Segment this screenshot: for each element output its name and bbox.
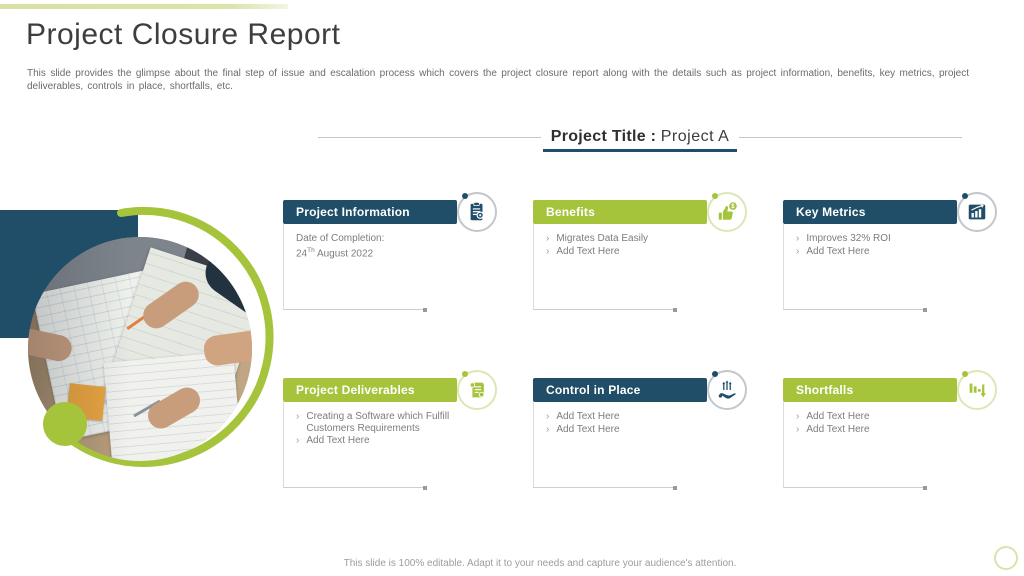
corner-circle-accent [994, 546, 1018, 570]
card-key-metrics: Key Metrics › Improves 32% ROI › Add Text … [783, 192, 997, 312]
card-header: Control in Place [533, 378, 707, 402]
card-header: Key Metrics [783, 200, 957, 224]
card-baseline [783, 485, 927, 490]
card-title: Control in Place [546, 383, 641, 397]
hand-arrows-up-icon [718, 380, 736, 399]
card-project-information: Project Information Date of Completion: … [283, 192, 497, 312]
list-item: › Improves 32% ROI [796, 233, 891, 244]
card-title: Project Information [296, 205, 410, 219]
card-project-deliverables: Project Deliverables › Creating a Softwar… [283, 370, 497, 490]
list-item: › Add Text Here [296, 435, 370, 446]
footer-note: This slide is 100% editable. Adapt it to… [343, 558, 737, 569]
card-body: › Migrates Data Easily › Add Text Here [533, 224, 747, 258]
scroll-document-icon [469, 382, 485, 398]
thumbs-up-dollar-icon: $ [718, 202, 737, 220]
declining-bars-icon [969, 383, 986, 398]
ring-dot [962, 193, 968, 199]
slide-description: This slide provides the glimpse about th… [27, 68, 969, 92]
svg-text:$: $ [731, 204, 735, 210]
icon-badge [457, 192, 497, 232]
project-title-underline [542, 149, 738, 152]
decor-line-left [318, 136, 541, 138]
date-label: Date of Completion: [296, 233, 385, 244]
card-title: Project Deliverables [296, 383, 415, 397]
list-item: › Add Text Here [546, 411, 620, 422]
card-shortfalls: Shortfalls › Add Text Here › Add Text Here [783, 370, 997, 490]
ring-dot [712, 371, 718, 377]
project-title-value: Project A [660, 128, 730, 145]
card-baseline [283, 307, 427, 312]
card-title: Shortfalls [796, 383, 854, 397]
project-title-row: Project Title : Project A [318, 127, 963, 152]
icon-badge [707, 370, 747, 410]
card-control-in-place: Control in Place › Add Text Here › Add Tex… [533, 370, 747, 490]
icon-badge: $ [707, 192, 747, 232]
icon-badge [957, 370, 997, 410]
card-baseline [533, 485, 677, 490]
icon-badge [457, 370, 497, 410]
list-item: › Migrates Data Easily [546, 233, 649, 244]
ring-dot [962, 371, 968, 377]
card-header: Project Information [283, 200, 457, 224]
green-dot-accent [43, 402, 87, 446]
list-item: › Add Text Here [546, 423, 620, 435]
project-title: Project Title : Project A [541, 128, 740, 152]
clipboard-search-icon [470, 202, 486, 221]
card-baseline [533, 307, 677, 312]
icon-badge [957, 192, 997, 232]
green-ring-arc [67, 207, 274, 467]
card-benefits: Benefits $ › Migrates Data Easily › Add Te… [533, 192, 747, 312]
ring-dot [462, 371, 468, 377]
ring-dot [462, 193, 468, 199]
page-title: Project Closure Report [26, 18, 341, 51]
card-title: Key Metrics [796, 205, 866, 219]
card-body: › Add Text Here › Add Text Here [533, 402, 747, 436]
ring-dot [712, 193, 718, 199]
growth-chart-icon [968, 204, 986, 220]
project-title-label: Project Title : [550, 128, 657, 145]
decor-line-right [739, 136, 963, 138]
list-item: › Add Text Here [546, 245, 620, 257]
card-body: › Improves 32% ROI › Add Text Here [783, 224, 997, 258]
card-body: › Creating a Software which Fulfill Custo… [283, 402, 497, 448]
list-item: › Add Text Here [796, 411, 870, 422]
card-body: › Add Text Here › Add Text Here [783, 402, 997, 436]
team-blueprint-photo [28, 237, 252, 461]
date-value: 24Th August 2022 [296, 246, 374, 259]
card-header: Project Deliverables [283, 378, 457, 402]
card-baseline [783, 307, 927, 312]
list-item: › Creating a Software which Fulfill Custo… [296, 411, 450, 434]
card-title: Benefits [546, 205, 595, 219]
top-accent-line [0, 4, 288, 9]
list-item: › Add Text Here [796, 245, 870, 257]
list-item: › Add Text Here [796, 423, 870, 435]
card-header: Benefits [533, 200, 707, 224]
card-body: Date of Completion: 24Th August 2022 [283, 224, 497, 259]
card-header: Shortfalls [783, 378, 957, 402]
card-baseline [283, 485, 427, 490]
